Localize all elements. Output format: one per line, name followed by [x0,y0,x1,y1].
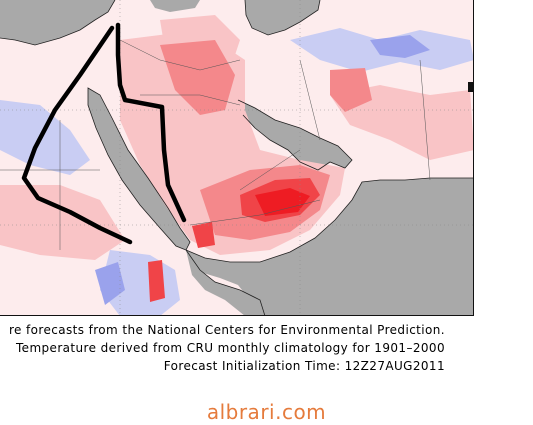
warm-patch-west [0,185,125,260]
cool-patch-iran-core [370,35,430,58]
anomaly-map [0,0,474,316]
black-sea-strip [150,0,200,12]
warm-core-empty-quarter [255,188,310,216]
watermark: albrari.com [206,400,327,424]
warm-patch-ethiopia [148,260,165,302]
arabian-sea [186,178,473,315]
warm-patch-iran-coast [330,68,372,112]
annotation-line-east [115,22,187,223]
mediterranean-sea [0,0,115,45]
warm-patch-yemen [192,222,215,248]
warm-patch-iran-south [330,85,473,160]
map-canvas [0,0,473,315]
caption-line-3: Forecast Initialization Time: 12Z27AUG20… [163,359,445,373]
caption-line-2: Temperature derived from CRU monthly cli… [15,341,445,355]
red-sea [88,88,190,250]
cool-patch-sudan [95,262,125,305]
caption-line-1: re forecasts from the National Centers f… [8,323,445,337]
caspian-sea [245,0,320,35]
warm-patch-najd [160,40,235,115]
gulf-of-aden [186,250,265,315]
coastlines [0,0,473,315]
annotation-line-west [21,25,133,245]
persian-gulf [238,100,352,170]
edge-marker [468,82,473,92]
cool-patch-egypt [0,100,90,175]
country-borders [0,39,431,250]
annotation-lines [21,22,187,245]
seas [0,0,473,315]
